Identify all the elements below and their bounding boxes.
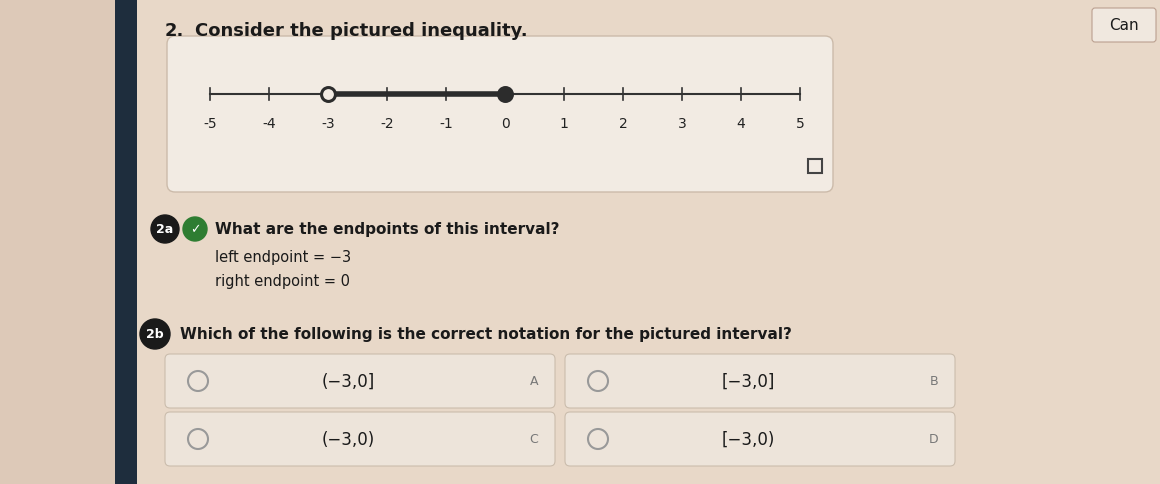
Text: B: B [929,375,938,388]
Text: -2: -2 [380,117,393,131]
FancyBboxPatch shape [167,37,833,193]
Text: Can: Can [1109,18,1139,33]
Text: -5: -5 [203,117,217,131]
Text: 2.: 2. [165,22,184,40]
Text: -1: -1 [440,117,452,131]
Text: ✓: ✓ [190,223,201,236]
Text: What are the endpoints of this interval?: What are the endpoints of this interval? [215,222,559,237]
FancyBboxPatch shape [565,354,955,408]
Circle shape [151,215,179,243]
Text: Which of the following is the correct notation for the pictured interval?: Which of the following is the correct no… [180,327,792,342]
Circle shape [140,319,171,349]
Text: -3: -3 [321,117,335,131]
Text: 3: 3 [677,117,687,131]
Text: -4: -4 [262,117,276,131]
FancyBboxPatch shape [165,412,554,466]
Text: [−3,0]: [−3,0] [722,372,775,390]
FancyBboxPatch shape [115,0,137,484]
Text: 0: 0 [501,117,509,131]
Text: left endpoint = −3: left endpoint = −3 [215,250,351,265]
FancyBboxPatch shape [565,412,955,466]
Text: Consider the pictured inequality.: Consider the pictured inequality. [195,22,528,40]
Text: (−3,0]: (−3,0] [322,372,375,390]
Text: A: A [529,375,538,388]
Text: 2a: 2a [157,223,174,236]
Text: 5: 5 [796,117,804,131]
FancyBboxPatch shape [1092,9,1157,43]
Text: 2: 2 [618,117,628,131]
Text: (−3,0): (−3,0) [322,430,375,448]
Text: C: C [529,433,538,446]
FancyBboxPatch shape [165,354,554,408]
Text: 4: 4 [737,117,746,131]
FancyBboxPatch shape [137,0,1160,484]
Text: right endpoint = 0: right endpoint = 0 [215,274,350,289]
Circle shape [183,217,206,242]
Text: D: D [928,433,938,446]
Text: 1: 1 [559,117,568,131]
Text: [−3,0): [−3,0) [722,430,775,448]
Text: 2b: 2b [146,328,164,341]
